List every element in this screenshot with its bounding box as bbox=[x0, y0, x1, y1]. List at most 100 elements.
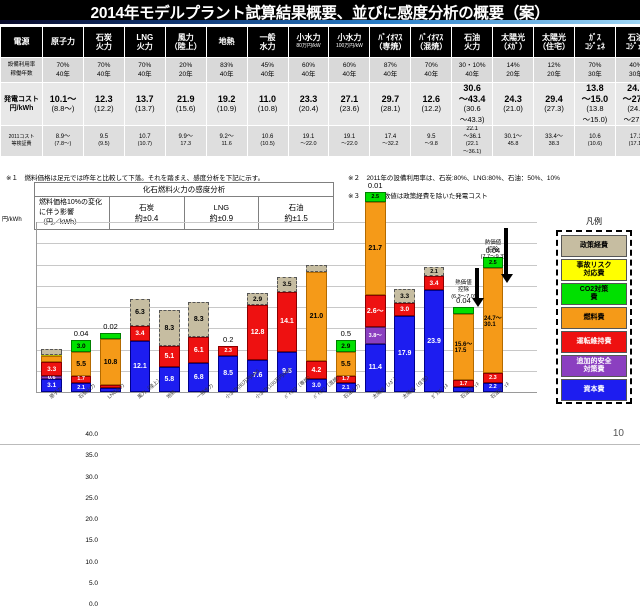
legend-item: 運転維持費 bbox=[561, 331, 627, 353]
table-utilization-cell: 12%20年 bbox=[534, 58, 575, 83]
table-cost2011-cell: 19.1～22.0 bbox=[329, 126, 370, 157]
legend-item: 燃料費 bbox=[561, 307, 627, 329]
table-cost-cell: 12.3(12.2) bbox=[83, 83, 124, 126]
table-cost2011-cell: 17.1(17.1) bbox=[615, 126, 640, 157]
chart-bar-segment-fuel: 21.7 bbox=[365, 202, 386, 294]
sensitivity-title: 化石燃料火力の感度分析 bbox=[35, 183, 334, 197]
table-cost2011-cell: 17.4～32.2 bbox=[370, 126, 411, 157]
legend-title: 凡例 bbox=[556, 216, 632, 227]
table-utilization-label: 設備利用率稼働年数 bbox=[1, 58, 43, 83]
y-axis-title: 円/kWh bbox=[2, 214, 22, 223]
chart-bar-segment-om: 3.3 bbox=[41, 362, 62, 376]
chart-gridline bbox=[37, 265, 537, 266]
table-cost2011-cell: 9.9～17.3 bbox=[165, 126, 206, 157]
table-cost2011-cell: 9.5(9.5) bbox=[83, 126, 124, 157]
y-axis-tick-label: 25.0 bbox=[64, 495, 98, 502]
table-utilization-cell: 70%40年 bbox=[43, 58, 84, 83]
chart-bar-segment-policy: 8.3 bbox=[188, 302, 209, 337]
chart-bar-top-label: 0.01 bbox=[345, 181, 405, 190]
y-axis-tick-label: 10.0 bbox=[64, 559, 98, 566]
chart-bar-segment-policy: 8.3 bbox=[159, 310, 180, 345]
down-arrow-icon bbox=[475, 268, 479, 298]
table-header-cell: 一般水力 bbox=[247, 27, 288, 58]
table-cost-cell: 13.8～15.0(13.8～15.0) bbox=[574, 83, 615, 126]
page-title: 2014年モデルプラント試算結果概要、並びに感度分析の概要（案） bbox=[0, 1, 640, 23]
legend-item: 政策経費 bbox=[561, 235, 627, 257]
y-axis-tick-label: 20.0 bbox=[64, 516, 98, 523]
chart-bar-segment-om: 2.3 bbox=[483, 373, 504, 383]
note-1: ※１ 燃料価格は足元では昨年と比較して下落。それを踏まえ、感度分析を下記に示す。 bbox=[6, 172, 264, 182]
table-utilization-cell: 87%40年 bbox=[370, 58, 411, 83]
table-utilization-cell: 70%40年 bbox=[411, 58, 452, 83]
chart-bar-segment-policy: 3.5 bbox=[277, 277, 298, 292]
legend-item: CO2対策費 bbox=[561, 283, 627, 305]
table-header-cell: 原子力 bbox=[43, 27, 84, 58]
chart-bar-segment-co2: 3.0 bbox=[71, 340, 92, 353]
table-header-cell: ｶﾞｽｺｼﾞｪﾈ bbox=[574, 27, 615, 58]
down-arrow-icon bbox=[504, 228, 508, 274]
table-cost-cell: 29.7(28.1) bbox=[370, 83, 411, 126]
table-utilization-cell: 83%40年 bbox=[206, 58, 247, 83]
heat-value-deduction-annotation: 熱価値控除(7.7～9.3) bbox=[481, 240, 506, 261]
chart-bar-segment-fuel: 10.8 bbox=[100, 339, 121, 385]
table-cost2011-cell: 10.7(10.7) bbox=[124, 126, 165, 157]
table-header-cell: 太陽光（ﾒｶﾞ） bbox=[493, 27, 534, 58]
table-cost2011-cell: 10.6(10.6) bbox=[574, 126, 615, 157]
chart-bar-segment-co2 bbox=[100, 333, 121, 339]
chart-bar-segment-policy bbox=[306, 265, 327, 272]
chart-bar-segment-om: 2.3 bbox=[218, 346, 239, 356]
table-cost-cell: 24.0～27.9(24.0～27.8) bbox=[615, 83, 640, 126]
table-cost2011-cell: 33.4～38.3 bbox=[534, 126, 575, 157]
table-header-cell: 太陽光（住宅） bbox=[534, 27, 575, 58]
chart-bar-segment-policy: 3.3 bbox=[394, 289, 415, 303]
y-axis-tick-label: 15.0 bbox=[64, 537, 98, 544]
table-cost-cell: 27.1(23.6) bbox=[329, 83, 370, 126]
chart-bar-segment-om: 12.8 bbox=[247, 305, 268, 359]
chart-bar-segment-policy: 2.9 bbox=[247, 293, 268, 305]
table-cost-cell: 21.9(15.6) bbox=[165, 83, 206, 126]
table-utilization-cell: 14%20年 bbox=[493, 58, 534, 83]
table-header-cell: ﾊﾞｲｵﾏｽ（混焼） bbox=[411, 27, 452, 58]
table-header-cell: ﾊﾞｲｵﾏｽ（専焼） bbox=[370, 27, 411, 58]
table-cost-cell: 10.1～(8.8～) bbox=[43, 83, 84, 126]
chart-bar-segment-om: 5.1 bbox=[159, 346, 180, 368]
y-axis-tick-label: 35.0 bbox=[64, 452, 98, 459]
chart-bar-segment-policy bbox=[41, 349, 62, 355]
table-header-cell: 石炭火力 bbox=[83, 27, 124, 58]
table-cost-cell: 12.6(12.2) bbox=[411, 83, 452, 126]
table-cost-cell: 19.2(10.9) bbox=[206, 83, 247, 126]
chart-bar-segment-om: 3.0 bbox=[394, 303, 415, 316]
table-cost-cell: 29.4(27.3) bbox=[534, 83, 575, 126]
table-cost2011-cell: 19.1～22.0 bbox=[288, 126, 329, 157]
down-arrow-head-icon bbox=[472, 298, 484, 307]
table-cost-cell: 24.3(21.0) bbox=[493, 83, 534, 126]
page-number: 10 bbox=[613, 428, 624, 439]
table-header-cell: 石油火力 bbox=[452, 27, 493, 58]
chart-gridline bbox=[37, 222, 537, 223]
y-axis-tick-label: 40.0 bbox=[64, 431, 98, 438]
table-cost-cell: 11.0(10.8) bbox=[247, 83, 288, 126]
table-cost-label: 発電コスト円/kWh bbox=[1, 83, 43, 126]
legend-item: 事故リスク対応費 bbox=[561, 259, 627, 281]
table-cost2011-cell: 9.2～11.6 bbox=[206, 126, 247, 157]
table-cost2011-cell: 9.5～9.8 bbox=[411, 126, 452, 157]
down-arrow-head-icon bbox=[501, 274, 513, 283]
table-cost2011-cell: 22.1～36.1(22.1～36.1) bbox=[452, 126, 493, 157]
table-header-cell: 石油ｺｼﾞｪﾈ bbox=[615, 27, 640, 58]
chart-bar-segment-fuel: 15.6～17.5 bbox=[453, 314, 474, 380]
chart-bar-segment-fuel: 24.7～30.1 bbox=[483, 268, 504, 373]
table-cost2011-cell: 10.6(10.5) bbox=[247, 126, 288, 157]
legend-item: 資本費 bbox=[561, 379, 627, 401]
chart-bar-segment-om: 3.4 bbox=[424, 276, 445, 290]
table-utilization-cell: 45%40年 bbox=[247, 58, 288, 83]
chart-bar-segment-om: 1.7 bbox=[71, 376, 92, 383]
table-cost2011-label: 2011コスト等検証費 bbox=[1, 126, 43, 157]
